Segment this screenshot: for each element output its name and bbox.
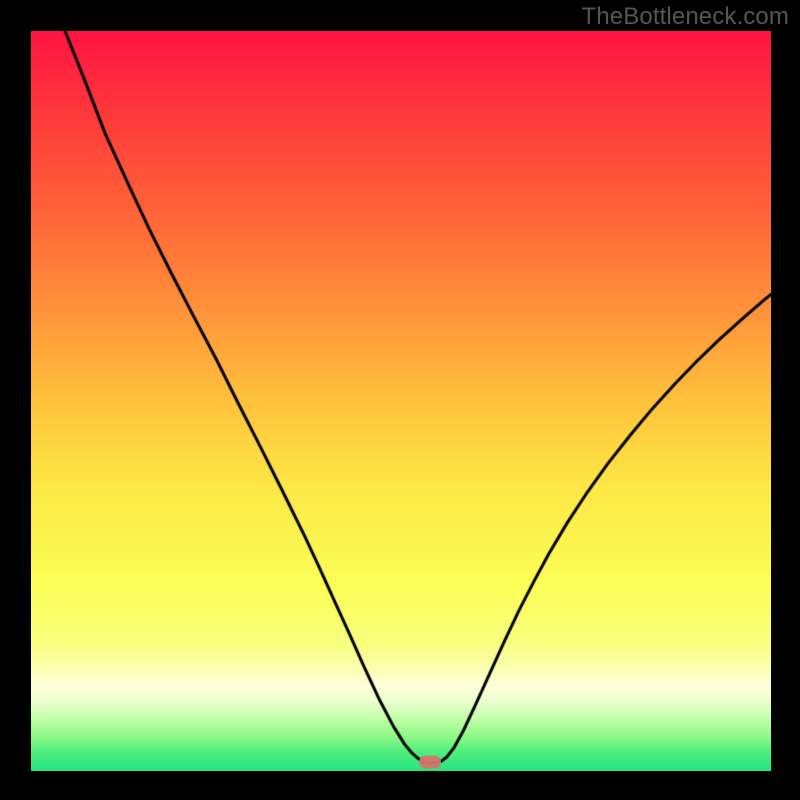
bottleneck-curve xyxy=(31,31,771,771)
optimal-point-marker xyxy=(419,755,441,768)
watermark-text: TheBottleneck.com xyxy=(582,3,789,31)
chart-root: TheBottleneck.com xyxy=(0,0,800,800)
